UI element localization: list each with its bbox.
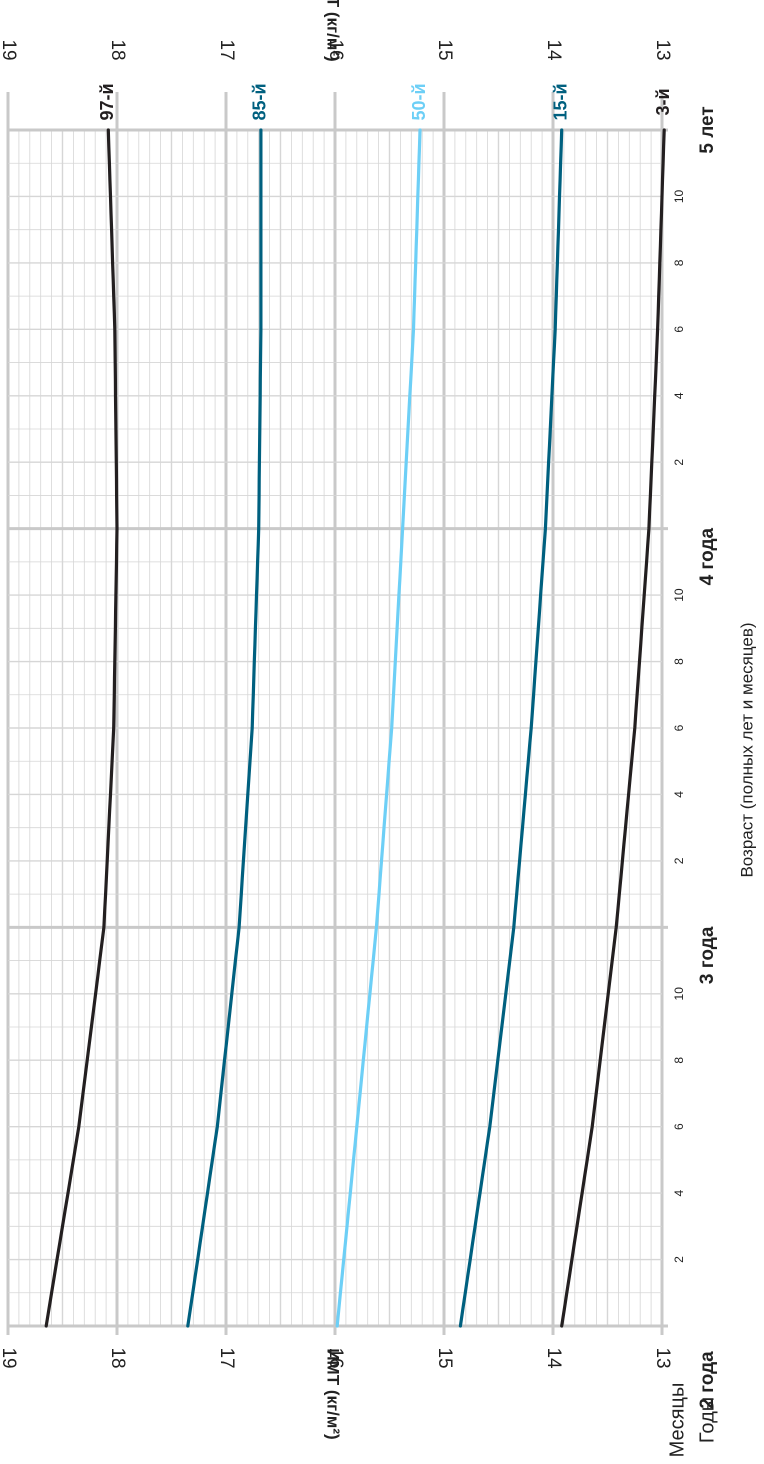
x-axis-title: Возраст (полных лет и месяцев): [737, 622, 756, 877]
month-tick-label: 4: [672, 392, 686, 399]
percentile-curve: [335, 128, 422, 1328]
year-tick-label: 4 года: [697, 527, 718, 585]
bmi-tick-label-bottom: 14: [543, 1347, 564, 1369]
percentile-curve: [458, 128, 564, 1328]
bmi-tick-label-top: 14: [543, 39, 564, 61]
month-tick-label: 4: [672, 1189, 686, 1196]
month-tick-label: 10: [672, 987, 686, 1001]
year-tick-label: 3 года: [697, 926, 718, 984]
month-tick-label: 10: [672, 189, 686, 203]
chart-labels: 13 13 14 14 15 15 16 16 17 17 18 18 19 19 2 4 6 8 10 2 4 6 8 10…: [0, 39, 718, 1408]
percentile-curve: [186, 128, 263, 1328]
month-tick-label: 10: [672, 588, 686, 602]
bmi-tick-label-bottom: 15: [434, 1347, 455, 1368]
year-tick-label: 5 лет: [697, 106, 718, 153]
bmi-tick-label-top: 17: [216, 39, 237, 60]
month-tick-label: 2: [672, 459, 686, 466]
month-tick-label: 8: [672, 658, 686, 665]
y-axis-title-bottom: ИМТ (кг/м²): [324, 1348, 343, 1439]
month-tick-label: 4: [672, 791, 686, 798]
bmi-tick-label-top: 18: [107, 39, 128, 60]
y-axis-title-top: ИМТ (кг/м²): [324, 0, 343, 62]
year-tick-label: 2 года: [697, 1351, 718, 1409]
bmi-tick-label-bottom: 13: [652, 1347, 673, 1368]
percentile-curve: [560, 128, 666, 1328]
chart-grid: [6, 92, 668, 1335]
bmi-tick-label-top: 15: [434, 39, 455, 60]
bmi-tick-label-bottom: 18: [107, 1347, 128, 1368]
bmi-tick-label-top: 13: [652, 39, 673, 60]
percentile-label: 15-й: [550, 83, 570, 120]
bmi-tick-label-bottom: 17: [216, 1347, 237, 1368]
percentile-label: 50-й: [409, 83, 429, 120]
month-tick-label: 2: [672, 1256, 686, 1263]
bmi-tick-label-top: 16: [325, 39, 346, 60]
bmi-tick-label-bottom: 19: [0, 1347, 19, 1368]
percentile-curves: [44, 128, 666, 1328]
bmi-tick-label-bottom: 16: [325, 1347, 346, 1368]
percentile-label: 97-й: [97, 83, 117, 120]
month-tick-label: 8: [672, 1057, 686, 1064]
percentile-curve: [44, 128, 119, 1328]
month-tick-label: 2: [672, 857, 686, 864]
month-tick-label: 6: [672, 724, 686, 731]
month-tick-label: 8: [672, 259, 686, 266]
percentile-label: 3-й: [653, 88, 673, 115]
bmi-tick-label-top: 19: [0, 39, 19, 60]
month-tick-label: 6: [672, 326, 686, 333]
years-corner-label: Годы: [696, 1397, 718, 1443]
months-corner-label: Месяцы: [666, 1383, 688, 1458]
month-tick-label: 6: [672, 1123, 686, 1130]
percentile-label: 85-й: [250, 83, 270, 120]
